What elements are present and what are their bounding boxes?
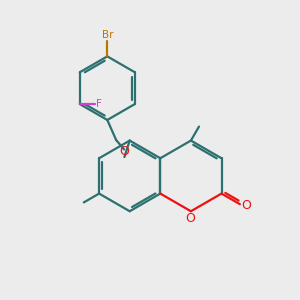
Text: O: O — [186, 212, 196, 225]
Text: O: O — [119, 145, 129, 158]
Text: F: F — [96, 99, 102, 109]
Text: O: O — [241, 199, 251, 212]
Text: Br: Br — [102, 30, 113, 40]
